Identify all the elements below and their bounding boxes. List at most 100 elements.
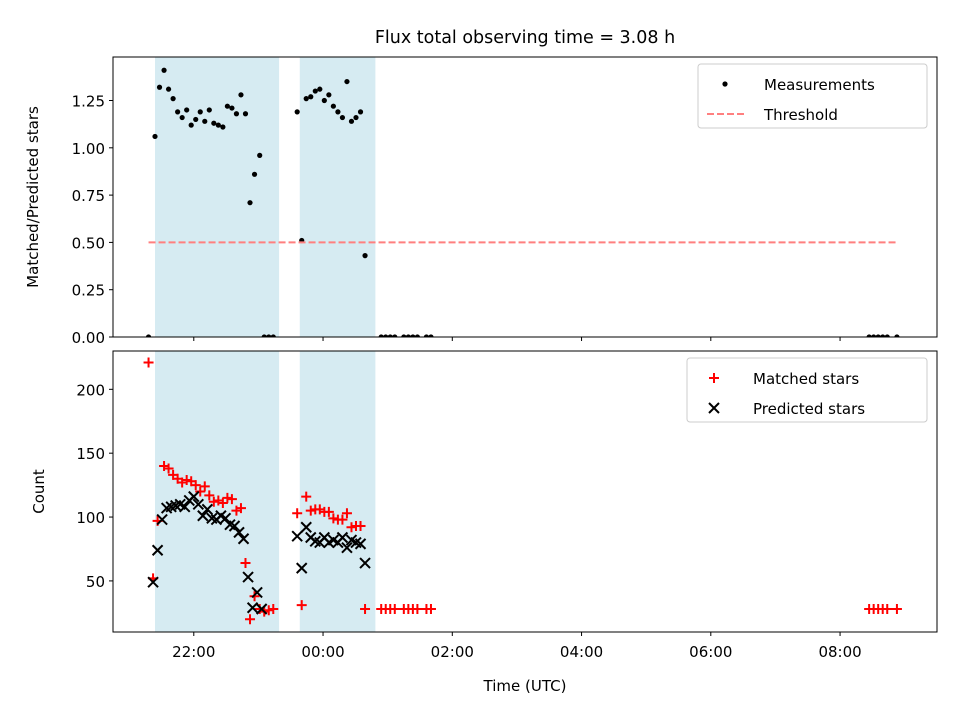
- measurement-point: [266, 334, 272, 337]
- measurement-point: [362, 253, 368, 259]
- measurement-point: [145, 334, 152, 337]
- y-tick-label: 50: [86, 573, 105, 591]
- measurement-point: [294, 109, 300, 115]
- measurement-point: [220, 124, 226, 130]
- x-tick-label: 06:00: [689, 643, 732, 661]
- matched-star-point: [346, 522, 357, 533]
- x-tick-label: 08:00: [818, 643, 861, 661]
- measurement-point: [880, 334, 886, 337]
- observing-window: [299, 351, 376, 632]
- data-marks: [143, 357, 902, 625]
- measurement-point: [261, 334, 267, 337]
- y-tick-label: 150: [76, 445, 105, 463]
- legend-label: Measurements: [764, 76, 875, 94]
- measurement-point: [387, 334, 393, 337]
- measurement-point: [251, 171, 258, 177]
- measurement-point: [392, 334, 398, 337]
- matched-star-point: [217, 497, 228, 508]
- matched-star-point: [222, 492, 233, 503]
- matched-star-point: [190, 480, 201, 491]
- matched-star-point: [328, 513, 339, 524]
- observing-window: [155, 57, 280, 337]
- matched-star-point: [292, 508, 303, 519]
- matched-star-point: [204, 490, 215, 501]
- measurement-point: [866, 334, 872, 337]
- matched-star-point: [163, 463, 174, 474]
- y-tick-label: 100: [76, 509, 105, 527]
- measurement-point: [423, 334, 430, 337]
- y-tick-label: 0.75: [72, 187, 105, 205]
- measurement-point: [179, 114, 185, 121]
- matched-star-point: [360, 604, 371, 615]
- legend-label: Predicted stars: [753, 400, 865, 418]
- measurement-point: [405, 334, 411, 337]
- predicted-star-point: [197, 510, 209, 522]
- y-tick-label: 200: [76, 381, 105, 399]
- y-tick-label: 0.00: [72, 329, 105, 347]
- predicted-star-point: [300, 521, 312, 533]
- legend-dot-icon: [722, 81, 728, 87]
- matched-star-point: [195, 486, 206, 497]
- matched-star-point: [891, 604, 902, 615]
- measurement-point: [884, 334, 890, 337]
- legend-x-icon: [708, 402, 720, 414]
- measurement-point: [211, 120, 217, 126]
- y-tick-label: 0.50: [72, 234, 105, 252]
- y-tick-label: 1.25: [72, 93, 105, 111]
- y-tick-label: 0.25: [72, 282, 105, 300]
- matched-star-point: [882, 604, 893, 615]
- legend-label: Matched stars: [753, 370, 859, 388]
- predicted-star-point: [255, 603, 268, 615]
- matched-star-point: [412, 604, 423, 615]
- measurement-point: [156, 84, 163, 90]
- measurement-point: [238, 92, 244, 98]
- data-marks: [145, 67, 900, 337]
- chart-title: Flux total observing time = 3.08 h: [375, 28, 675, 48]
- measurement-point: [326, 92, 332, 98]
- measurement-point: [871, 334, 877, 337]
- measurement-point: [321, 97, 327, 104]
- predicted-star-point: [237, 533, 250, 545]
- measurement-point: [414, 334, 420, 337]
- x-tick-label: 22:00: [172, 643, 215, 661]
- measurement-point: [875, 334, 881, 337]
- measurement-point: [312, 88, 318, 94]
- x-axis-label: Time (UTC): [483, 677, 567, 695]
- measurement-point: [193, 116, 199, 123]
- legend-plus-icon: [709, 373, 719, 383]
- measurement-point: [335, 109, 341, 115]
- predicted-star-point: [201, 503, 214, 516]
- y-axis-label: Count: [30, 469, 48, 514]
- legend-box: [686, 357, 928, 423]
- measurement-point: [257, 152, 263, 158]
- predicted-star-point: [219, 512, 232, 525]
- matched-star-point: [305, 505, 316, 516]
- measurement-point: [215, 122, 221, 128]
- matched-star-point: [337, 514, 348, 525]
- measurement-point: [339, 114, 346, 121]
- axes-frame: [112, 350, 938, 633]
- x-tick-label: 02:00: [431, 643, 474, 661]
- matched-star-point: [268, 604, 279, 615]
- measurement-point: [357, 109, 364, 115]
- predicted-star-point: [354, 538, 367, 550]
- measurement-point: [161, 67, 167, 73]
- x-tick-label: 04:00: [560, 643, 603, 661]
- measurement-point: [330, 103, 336, 109]
- axes-frame: [112, 56, 938, 338]
- x-tick-label: 00:00: [301, 643, 344, 661]
- measurement-point: [206, 107, 212, 113]
- predicted-star-point: [151, 544, 164, 556]
- predicted-star-point: [233, 526, 245, 539]
- matched-star-point: [245, 614, 256, 625]
- ratio-panel: 0.00 0.25 0.50 0.75 1.00 1.25 Matched/Predicte…: [24, 56, 938, 347]
- matched-star-point: [296, 600, 307, 611]
- predicted-star-point: [296, 562, 308, 574]
- observing-window: [299, 57, 376, 337]
- predicted-star-point: [291, 530, 303, 542]
- measurement-point: [184, 107, 190, 113]
- measurement-point: [202, 118, 208, 124]
- legend-label: Threshold: [763, 106, 838, 124]
- predicted-star-point: [228, 520, 241, 532]
- predicted-star-point: [251, 586, 263, 599]
